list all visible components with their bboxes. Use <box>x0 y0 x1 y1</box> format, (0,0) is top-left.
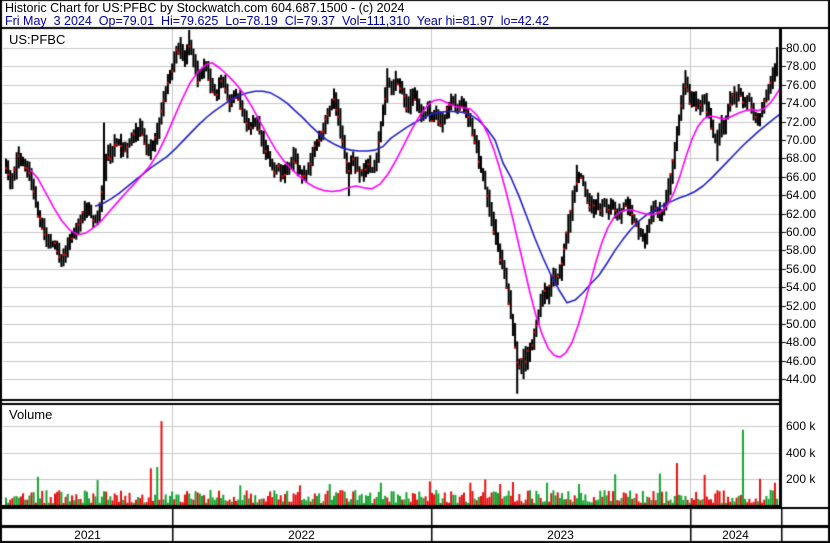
price-tick-label: 44.00 <box>786 372 817 387</box>
price-tick-label: 56.00 <box>786 261 817 276</box>
volume-tick-label: 600 k <box>786 419 816 434</box>
year-label: 2023 <box>547 528 574 542</box>
price-tick-label: 48.00 <box>786 335 817 350</box>
price-tick-label: 74.00 <box>786 96 817 111</box>
volume-panel-label: Volume <box>9 407 53 422</box>
price-tick-label: 80.00 <box>786 41 817 55</box>
price-tick-label: 54.00 <box>786 280 817 295</box>
price-tick-label: 46.00 <box>786 353 817 368</box>
year-label: 2022 <box>288 528 315 542</box>
price-tick-label: 70.00 <box>786 133 817 147</box>
price-tick-label: 52.00 <box>786 298 817 313</box>
symbol-label: US:PFBC <box>9 32 66 47</box>
price-tick-label: 60.00 <box>786 225 817 239</box>
price-tick-label: 72.00 <box>786 114 817 129</box>
price-tick-label: 58.00 <box>786 243 817 258</box>
price-tick-label: 62.00 <box>786 206 817 221</box>
year-label: 2024 <box>722 528 749 542</box>
price-tick-label: 64.00 <box>786 188 817 203</box>
chart-title: Historic Chart for US:PFBC by Stockwatch… <box>5 1 405 15</box>
volume-tick-label: 200 k <box>786 471 816 486</box>
price-tick-label: 78.00 <box>786 59 817 74</box>
price-tick-label: 76.00 <box>786 77 817 92</box>
price-tick-label: 68.00 <box>786 151 817 166</box>
quote-summary-line: Fri May 3 2024 Op=79.01 Hi=79.625 Lo=78.… <box>5 14 550 28</box>
price-tick-label: 50.00 <box>786 317 817 331</box>
volume-tick-label: 400 k <box>786 445 816 460</box>
year-label: 2021 <box>74 528 101 542</box>
price-tick-label: 66.00 <box>786 169 817 184</box>
